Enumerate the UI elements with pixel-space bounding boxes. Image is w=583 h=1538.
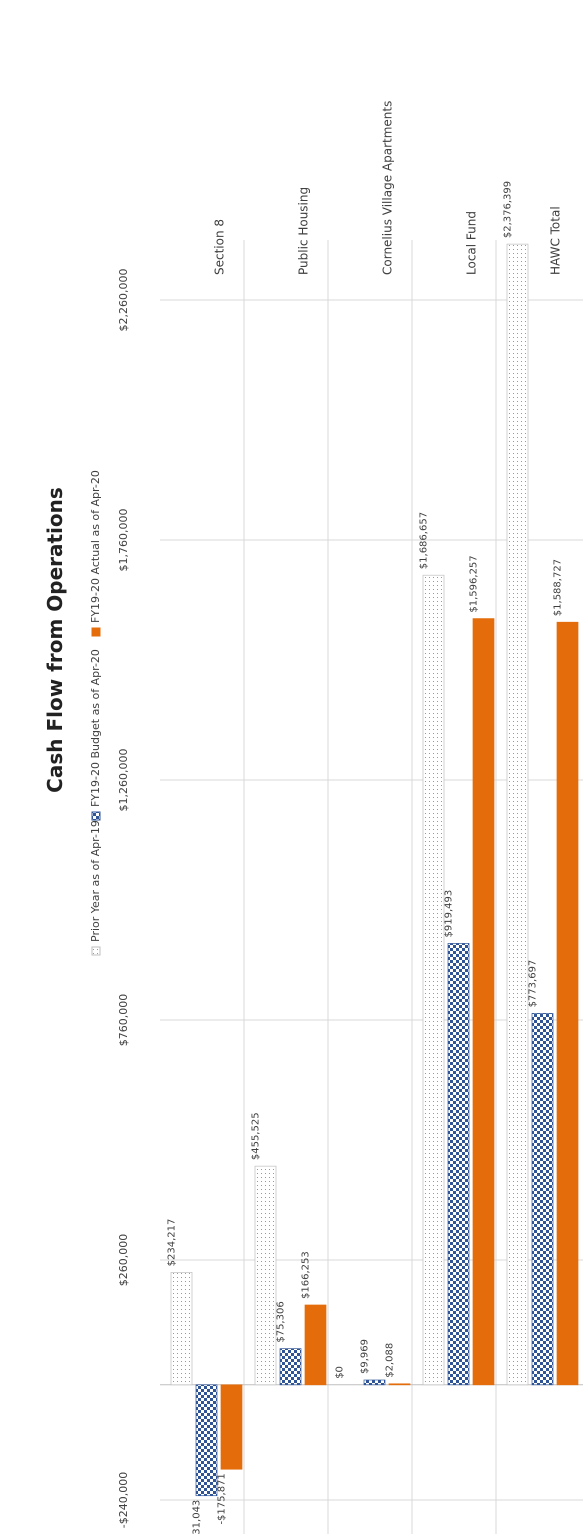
data-label: $234,217: [167, 1219, 178, 1267]
bar: [422, 574, 445, 1386]
bar: [472, 618, 495, 1386]
legend-swatch: [91, 946, 101, 956]
data-label: $9,969: [360, 1339, 371, 1374]
bar: [304, 1304, 327, 1386]
data-label: $166,253: [301, 1251, 312, 1299]
data-label: $1,686,657: [419, 512, 430, 569]
legend-label: Prior Year as of Apr-19: [89, 820, 102, 942]
data-label: $919,493: [444, 890, 455, 938]
bar: [506, 243, 529, 1386]
chart-title: Cash Flow from Operations: [43, 487, 67, 793]
x-tick-label: Cornelius Village Apartments: [381, 101, 395, 275]
legend-label: FY19-20 Budget as of Apr-20: [89, 649, 102, 807]
data-label: $1,588,727: [553, 559, 564, 616]
bar: [279, 1348, 302, 1386]
data-label: $2,088: [385, 1343, 396, 1378]
y-tick-label: $2,260,000: [117, 269, 130, 332]
y-tick-label: -$240,000: [117, 1472, 130, 1528]
data-label: -$231,043: [192, 1500, 203, 1534]
bar: [447, 943, 470, 1386]
data-label: $455,525: [251, 1112, 262, 1160]
data-label: $2,376,399: [503, 181, 514, 238]
bar: [195, 1384, 218, 1497]
data-label: $0: [335, 1366, 346, 1379]
x-tick-label: Public Housing: [297, 187, 311, 275]
data-label: $773,697: [528, 960, 539, 1008]
x-tick-label: HAWC Total: [549, 206, 563, 275]
legend-swatch: [91, 811, 101, 821]
data-label: $1,596,257: [469, 555, 480, 612]
x-tick-label: Section 8: [213, 219, 227, 275]
bar: [388, 1383, 411, 1386]
bar: [170, 1272, 193, 1386]
bar: [220, 1384, 243, 1470]
bar: [531, 1013, 554, 1386]
y-tick-label: $1,760,000: [117, 509, 130, 572]
y-tick-label: $1,260,000: [117, 749, 130, 812]
bar: [363, 1379, 386, 1386]
bar: [254, 1165, 277, 1386]
data-label: $75,306: [276, 1301, 287, 1342]
bar: [556, 621, 579, 1386]
legend-swatch: [91, 627, 101, 637]
y-tick-label: $260,000: [117, 1234, 130, 1287]
data-label: -$175,871: [217, 1473, 228, 1524]
legend-label: FY19-20 Actual as of Apr-20: [89, 470, 102, 623]
x-tick-label: Local Fund: [465, 211, 479, 275]
y-tick-label: $760,000: [117, 994, 130, 1047]
